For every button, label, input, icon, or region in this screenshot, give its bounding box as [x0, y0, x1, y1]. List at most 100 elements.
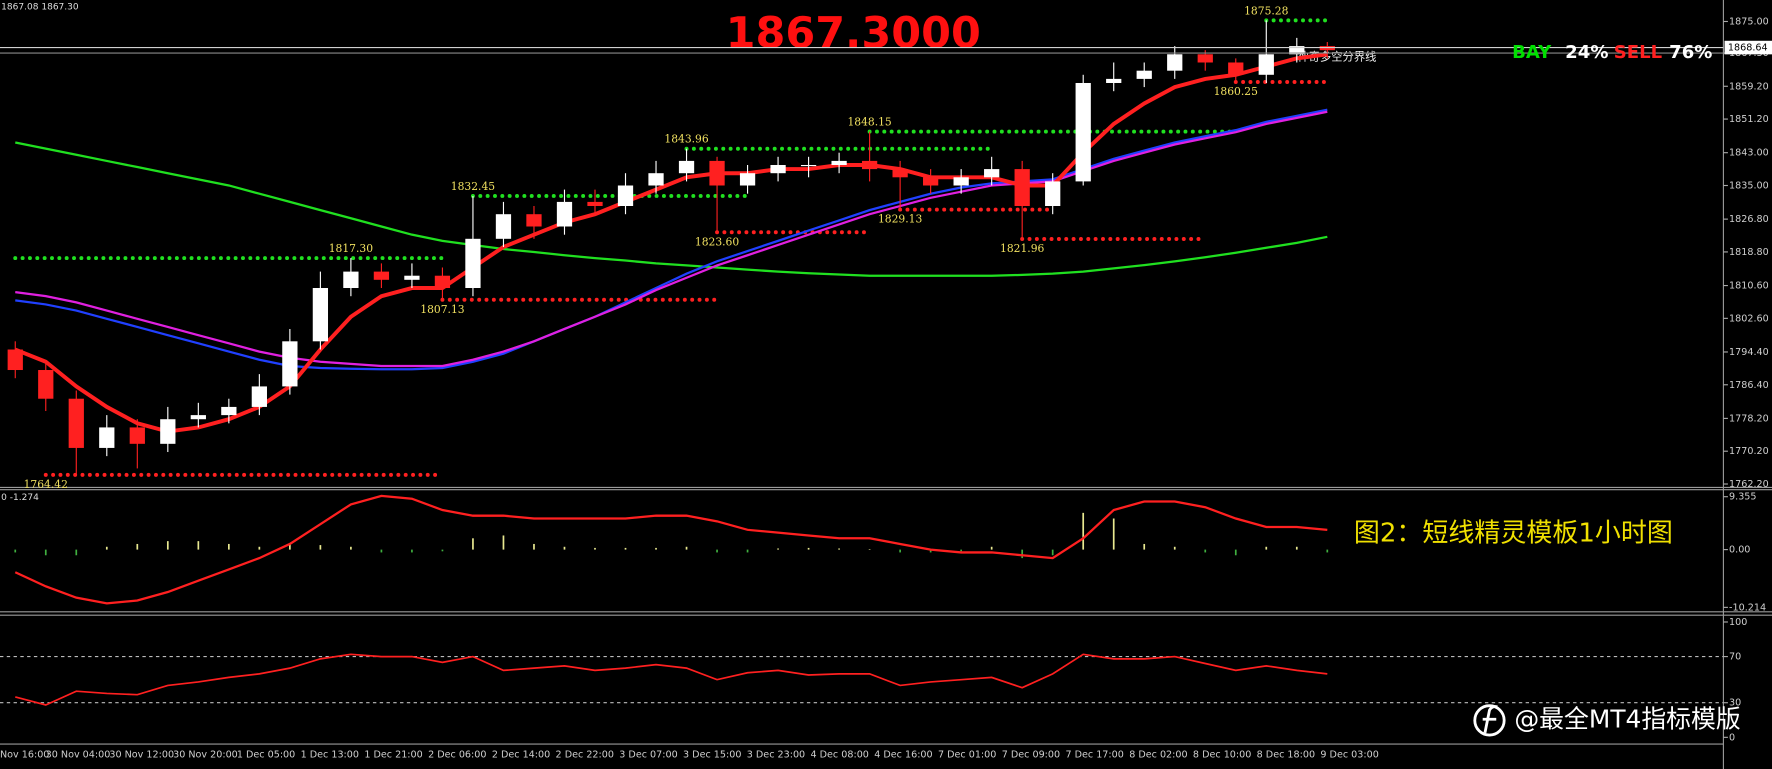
y-tick-label: 1859.20 [1729, 81, 1769, 92]
candle-body [800, 164, 817, 167]
level-label: 1817.30 [329, 242, 373, 255]
y-tick-label: 1778.20 [1729, 413, 1769, 424]
x-tick-label: 8 Dec 10:00 [1193, 749, 1251, 760]
candle-body [282, 341, 298, 387]
sentiment-label: BAY [1512, 42, 1552, 63]
candle-body [892, 169, 908, 178]
candle-body [831, 160, 847, 165]
y-tick-label: 1794.40 [1729, 347, 1769, 358]
candle-body [1136, 70, 1152, 79]
main-header: 1867.08 1867.30 [1, 2, 79, 12]
ma-line [15, 108, 1328, 371]
candle-body [1075, 82, 1091, 182]
y-tick-label: 1786.40 [1729, 380, 1769, 391]
ask-label: 1868.64 [1728, 43, 1768, 54]
x-tick-label: 1 Dec 13:00 [301, 749, 359, 760]
y-tick-label: 1802.60 [1729, 313, 1769, 324]
x-tick-label: 7 Dec 17:00 [1065, 749, 1123, 760]
level-label: 1848.15 [847, 116, 891, 129]
candle-body [953, 177, 969, 186]
x-tick-label: 4 Dec 16:00 [874, 749, 932, 760]
level-label: 1823.60 [695, 235, 739, 248]
x-tick-label: 2 Dec 22:00 [556, 749, 614, 760]
candle-body [495, 214, 512, 239]
candle-body [526, 214, 542, 227]
candle-body [434, 275, 451, 289]
y-tick-label: 0.00 [1729, 545, 1750, 556]
bid-price-title: 1867.3000 [726, 9, 981, 59]
candle-body [1106, 78, 1122, 83]
ma-line [15, 141, 1328, 277]
y-tick-label: 1770.20 [1729, 446, 1769, 457]
plot-layer: 1875.001867.301859.201851.201843.001835.… [0, 4, 1772, 760]
level-label: 1832.45 [451, 180, 495, 193]
candle-body [984, 169, 1000, 178]
candle-body [739, 173, 756, 186]
watermark-icon [1473, 704, 1506, 737]
x-tick-label: 3 Dec 07:00 [619, 749, 677, 760]
candle-body [251, 386, 267, 407]
candle-body [1258, 54, 1274, 75]
x-tick-label: 30 Nov 12:00 [109, 749, 174, 760]
candle-body [1289, 46, 1305, 55]
candle-body [404, 275, 420, 280]
x-tick-label: 9 Dec 03:00 [1320, 749, 1378, 760]
x-tick-label: 30 Nov 04:00 [46, 749, 111, 760]
candle-body [617, 185, 634, 207]
caption: 图2：短线精灵模板1小时图 [1354, 518, 1673, 548]
level-label: 1807.13 [420, 303, 464, 316]
candle-body [7, 349, 23, 371]
candle-body [556, 201, 573, 227]
y-tick-label: 1875.00 [1729, 16, 1769, 27]
rsi-line [15, 653, 1328, 706]
candle-body [373, 271, 390, 280]
candle-body [312, 288, 329, 342]
oscillator-line [14, 494, 1328, 605]
x-tick-label: 1 Dec 21:00 [364, 749, 422, 760]
candle-body [678, 160, 695, 174]
candle-body [221, 406, 237, 416]
sentiment-value: 24% [1565, 42, 1608, 63]
y-tick-label: 1810.60 [1729, 281, 1769, 292]
x-tick-label: 4 Dec 08:00 [811, 749, 869, 760]
level-label: 1764.42 [24, 478, 68, 491]
y-tick-label: 1851.20 [1729, 114, 1769, 125]
x-tick-label: 2 Dec 14:00 [492, 749, 550, 760]
candle-body [160, 419, 176, 444]
x-tick-label: Nov 16:00 [0, 749, 49, 760]
x-tick-label: 7 Dec 01:00 [938, 749, 996, 760]
candle-body [770, 164, 786, 174]
oscillator-header: 0 -1.274 [1, 493, 39, 503]
sentiment-value: 76% [1669, 42, 1712, 63]
x-tick-label: 2 Dec 06:00 [428, 749, 486, 760]
candle-body [190, 415, 206, 420]
y-tick-label: 9.355 [1729, 492, 1756, 503]
level-label: 1821.96 [1000, 242, 1044, 255]
y-tick-label: 1826.80 [1729, 214, 1769, 225]
x-tick-label: 3 Dec 15:00 [683, 749, 741, 760]
candle-body [923, 177, 939, 186]
candle-body [709, 160, 725, 186]
level-label: 1875.28 [1244, 4, 1288, 17]
sentiment-label: SELL [1614, 42, 1663, 63]
x-tick-label: 7 Dec 09:00 [1002, 749, 1060, 760]
y-tick-label: 1762.20 [1729, 479, 1769, 490]
level-label: 1860.25 [1214, 85, 1258, 98]
candle-body [1045, 181, 1061, 207]
ma-line [15, 110, 1328, 368]
x-tick-label: 3 Dec 23:00 [747, 749, 805, 760]
x-tick-label: 30 Nov 20:00 [173, 749, 238, 760]
candle-body [343, 271, 359, 289]
candle-body [587, 201, 603, 207]
candle-body [38, 370, 54, 399]
candle-body [465, 238, 481, 289]
y-tick-label: 30 [1729, 698, 1741, 709]
candle-body [648, 173, 664, 186]
candle-body [1197, 54, 1213, 63]
candle-body [861, 160, 878, 170]
candle-body [99, 427, 115, 448]
x-tick-label: 8 Dec 02:00 [1129, 749, 1187, 760]
ma-line [14, 52, 1328, 434]
watermark: @最全MT4指标模版 [1514, 704, 1740, 733]
